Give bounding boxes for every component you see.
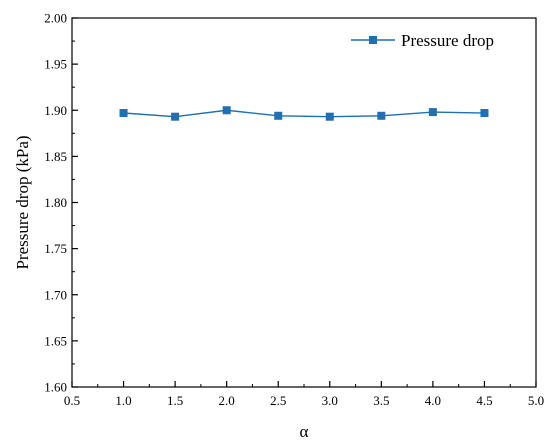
data-point bbox=[119, 109, 128, 118]
y-tick-label: 1.80 bbox=[44, 195, 67, 210]
y-tick-label: 1.60 bbox=[44, 380, 67, 395]
data-point bbox=[428, 108, 437, 117]
x-tick-label: 0.5 bbox=[64, 393, 80, 408]
x-axis-title: α bbox=[300, 422, 309, 441]
series-line bbox=[123, 109, 485, 118]
data-point bbox=[274, 111, 283, 120]
data-point bbox=[325, 112, 334, 121]
y-tick-label: 1.85 bbox=[44, 149, 67, 164]
y-tick-label: 1.90 bbox=[44, 103, 67, 118]
x-tick-label: 3.0 bbox=[322, 393, 338, 408]
y-axis-title: Pressure drop (kPa) bbox=[13, 135, 32, 269]
x-tick-label: 2.0 bbox=[219, 393, 235, 408]
x-tick-label: 4.5 bbox=[476, 393, 492, 408]
legend: Pressure drop bbox=[351, 31, 494, 50]
y-tick-label: 1.65 bbox=[44, 333, 67, 348]
data-point bbox=[480, 109, 489, 118]
y-tick-label: 1.70 bbox=[44, 287, 67, 302]
x-tick-label: 2.5 bbox=[270, 393, 286, 408]
y-tick-label: 1.75 bbox=[44, 241, 67, 256]
data-point bbox=[171, 112, 180, 121]
x-tick-label: 4.0 bbox=[425, 393, 441, 408]
x-tick-label: 3.5 bbox=[373, 393, 389, 408]
series-layer bbox=[119, 106, 489, 121]
axes bbox=[71, 17, 537, 388]
data-point bbox=[377, 111, 386, 120]
y-tick-label: 1.95 bbox=[44, 57, 67, 72]
x-tick-label: 1.0 bbox=[115, 393, 131, 408]
x-tick-label: 1.5 bbox=[167, 393, 183, 408]
x-tick-label: 5.0 bbox=[528, 393, 544, 408]
ticks: 0.5 1.0 1.5 2.0 2.5 3.0 3.5 4.0 4.5 5.0 1.60 1.65 1.… bbox=[44, 11, 544, 409]
plot-frame bbox=[71, 17, 537, 388]
data-point bbox=[222, 106, 231, 115]
legend-marker bbox=[369, 36, 377, 44]
y-tick-label: 2.00 bbox=[44, 11, 67, 26]
legend-label: Pressure drop bbox=[401, 31, 494, 50]
